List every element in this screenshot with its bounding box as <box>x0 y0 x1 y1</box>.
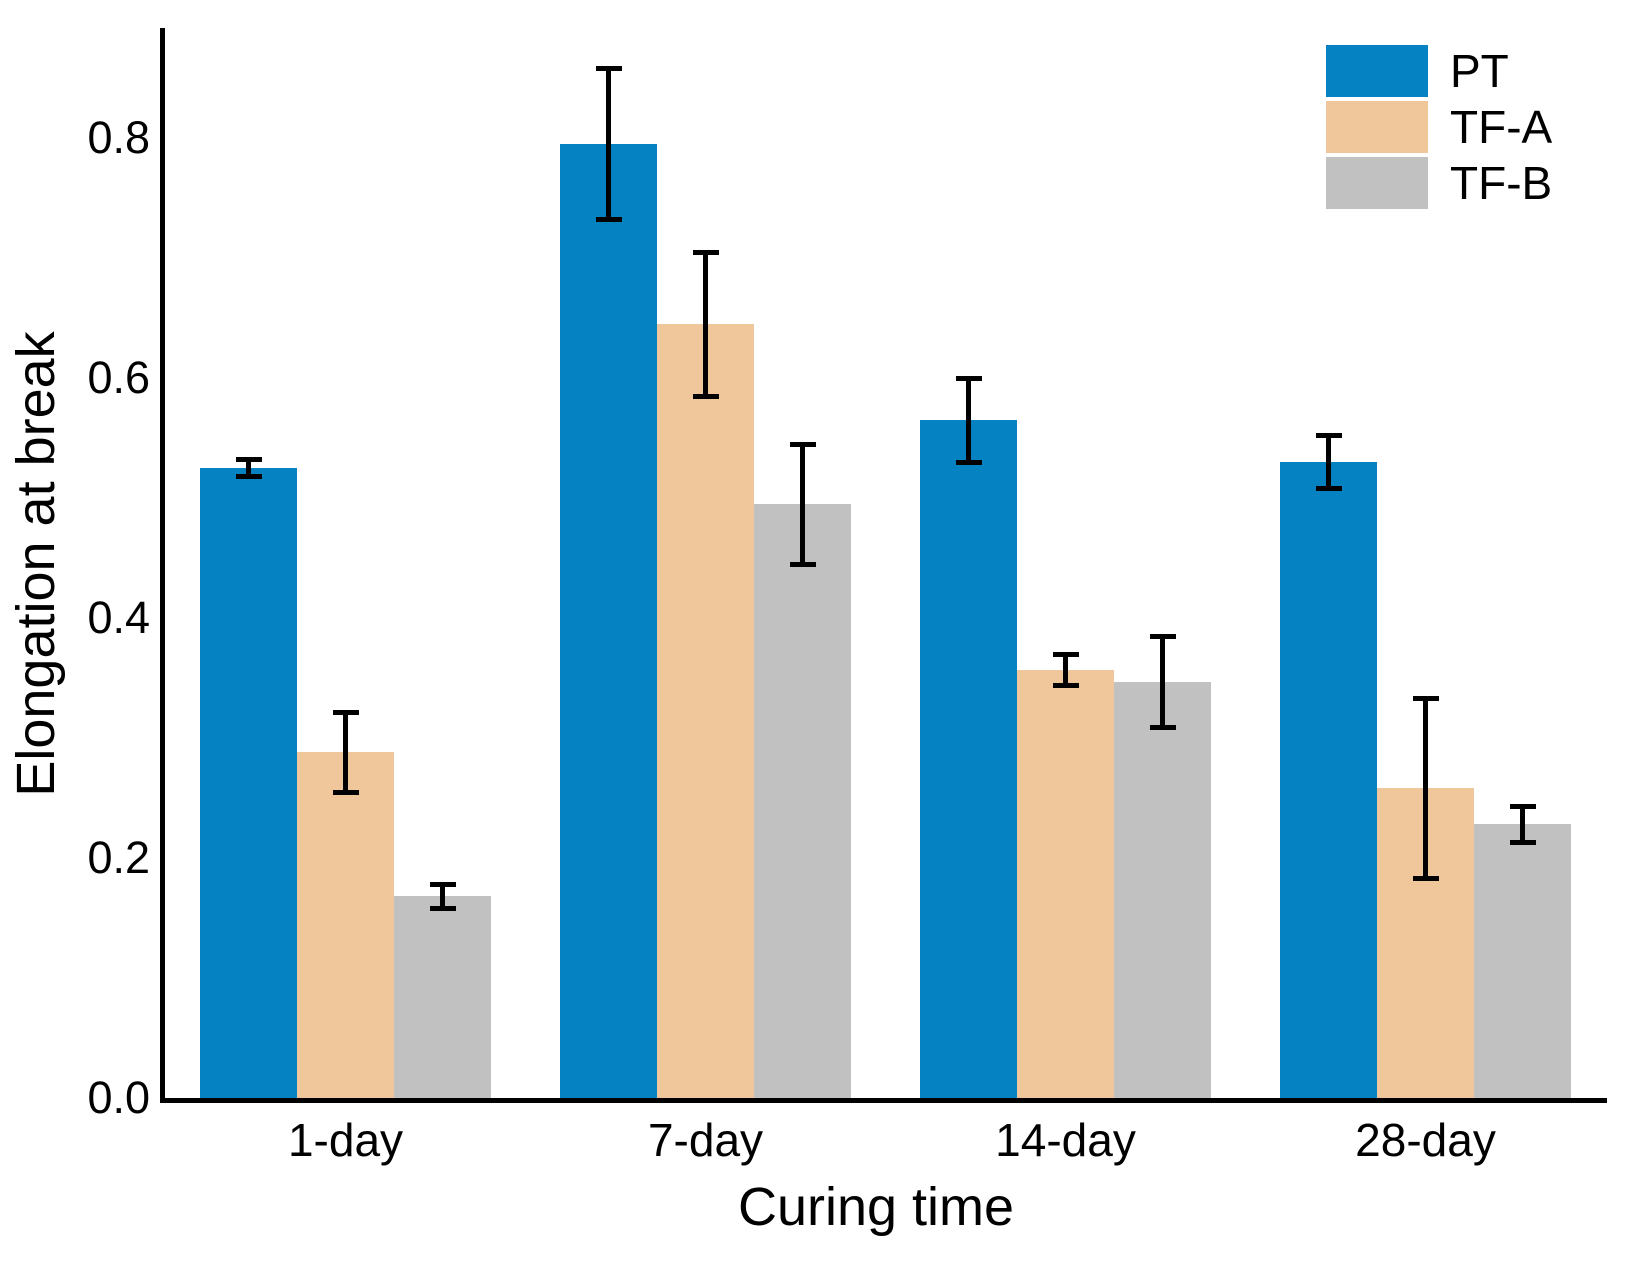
x-tick-label-14-day: 14-day <box>995 1114 1136 1166</box>
legend-item-tf-a: TF-A <box>1326 101 1552 153</box>
error-bar-cap-top-TF-A-1-day <box>332 710 359 716</box>
x-axis-title: Curing time <box>737 1177 1015 1237</box>
error-bar-cap-top-PT-28-day <box>1315 433 1342 439</box>
error-bar-cap-top-PT-1-day <box>235 457 262 463</box>
x-axis-spine <box>160 1098 1607 1103</box>
error-bar-line-TF-A-28-day <box>1423 698 1428 879</box>
error-bar-cap-top-TF-B-14-day <box>1149 633 1176 639</box>
error-bar-line-TF-A-14-day <box>1063 654 1068 686</box>
error-bar-line-TF-A-1-day <box>343 712 348 792</box>
error-bar-cap-bottom-TF-B-1-day <box>429 905 456 911</box>
error-bar-line-PT-1-day <box>246 459 251 477</box>
y-tick-label-0.2: 0.2 <box>87 832 150 883</box>
legend-label-tf-b: TF-B <box>1450 157 1553 209</box>
error-bar-cap-top-TF-A-7-day <box>692 249 719 255</box>
legend: PT TF-A TF-B <box>1326 45 1552 213</box>
legend-swatch-tf-a <box>1326 101 1428 153</box>
plot-area <box>165 30 1605 1098</box>
bar-TF-B-28-day <box>1474 824 1571 1098</box>
bar-PT-1-day <box>200 468 297 1098</box>
error-bar-cap-bottom-PT-7-day <box>595 217 622 223</box>
error-bar-cap-bottom-TF-B-14-day <box>1149 724 1176 730</box>
error-bar-line-PT-14-day <box>966 378 971 462</box>
error-bar-cap-bottom-TF-A-14-day <box>1052 682 1079 688</box>
bar-TF-A-7-day <box>657 324 754 1098</box>
error-bar-cap-top-TF-B-7-day <box>789 441 816 447</box>
y-axis-title: Elongation at break <box>6 331 66 797</box>
bar-TF-B-1-day <box>394 896 491 1098</box>
bar-TF-A-1-day <box>297 752 394 1098</box>
error-bar-cap-bottom-TF-B-7-day <box>789 561 816 567</box>
error-bar-line-TF-B-14-day <box>1160 636 1165 728</box>
error-bar-line-TF-B-1-day <box>440 884 445 909</box>
bar-PT-14-day <box>920 420 1017 1098</box>
error-bar-cap-bottom-TF-A-28-day <box>1412 875 1439 881</box>
legend-item-tf-b: TF-B <box>1326 157 1552 209</box>
y-tick-label-0.6: 0.6 <box>87 352 150 403</box>
x-tick-label-28-day: 28-day <box>1355 1114 1496 1166</box>
legend-swatch-tf-b <box>1326 157 1428 209</box>
error-bar-cap-top-TF-B-28-day <box>1509 803 1536 809</box>
error-bar-cap-bottom-TF-B-28-day <box>1509 839 1536 845</box>
y-tick-label-0.0: 0.0 <box>87 1072 150 1123</box>
error-bar-line-TF-B-28-day <box>1520 806 1525 843</box>
legend-swatch-pt <box>1326 45 1428 97</box>
error-bar-line-TF-A-7-day <box>703 252 708 396</box>
bar-TF-B-14-day <box>1114 681 1211 1098</box>
error-bar-cap-bottom-TF-A-1-day <box>332 789 359 795</box>
error-bar-line-PT-28-day <box>1326 435 1331 489</box>
y-axis-spine <box>160 28 165 1103</box>
bar-TF-A-14-day <box>1017 669 1114 1098</box>
bar-PT-7-day <box>560 144 657 1098</box>
error-bar-cap-top-TF-B-1-day <box>429 881 456 887</box>
error-bar-cap-top-PT-14-day <box>955 375 982 381</box>
legend-item-pt: PT <box>1326 45 1552 97</box>
error-bar-cap-bottom-PT-14-day <box>955 459 982 465</box>
error-bar-cap-bottom-TF-A-7-day <box>692 393 719 399</box>
error-bar-cap-top-TF-A-14-day <box>1052 651 1079 657</box>
error-bar-cap-bottom-PT-1-day <box>235 473 262 479</box>
bar-PT-28-day <box>1280 462 1377 1098</box>
legend-label-pt: PT <box>1450 45 1509 97</box>
y-tick-label-0.8: 0.8 <box>87 112 150 163</box>
x-tick-label-7-day: 7-day <box>647 1114 764 1166</box>
error-bar-cap-top-PT-7-day <box>595 65 622 71</box>
bar-TF-B-7-day <box>754 504 851 1098</box>
x-tick-label-1-day: 1-day <box>287 1114 404 1166</box>
legend-label-tf-a: TF-A <box>1450 101 1553 153</box>
y-tick-label-0.4: 0.4 <box>87 592 150 643</box>
error-bar-cap-bottom-PT-28-day <box>1315 485 1342 491</box>
error-bar-cap-top-TF-A-28-day <box>1412 695 1439 701</box>
error-bar-line-PT-7-day <box>606 68 611 220</box>
error-bar-line-TF-B-7-day <box>800 444 805 564</box>
